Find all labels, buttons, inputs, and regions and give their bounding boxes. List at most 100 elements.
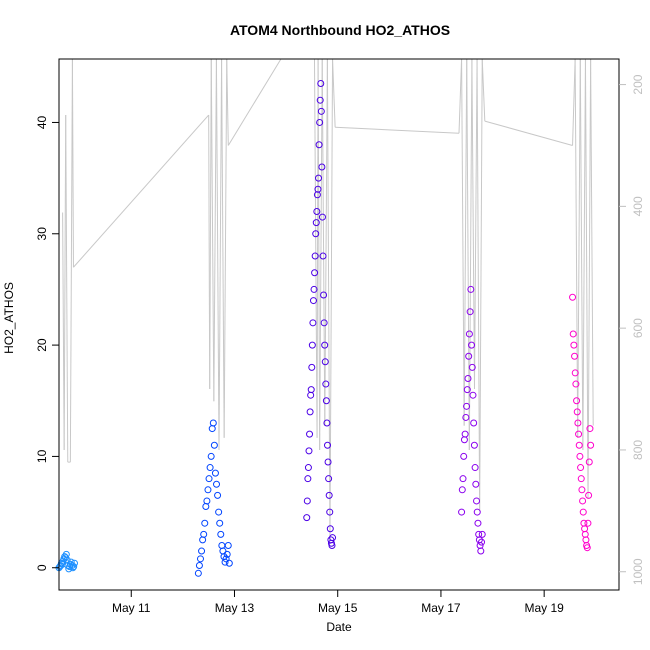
altitude-segment [326, 58, 331, 542]
data-point [316, 118, 324, 126]
data-point [210, 441, 218, 449]
x-axis: May 11 May 13 May 15 May 17 May 19 [112, 590, 564, 615]
data-point [585, 458, 593, 466]
y-axis-title: HO2_ATHOS [2, 282, 16, 354]
y-axis: 0 10 20 30 40 [35, 115, 59, 571]
altitude-segment [213, 58, 217, 402]
series-5 [569, 293, 595, 552]
data-point [213, 480, 221, 488]
data-point [463, 402, 471, 410]
data-point [463, 386, 471, 394]
data-point [309, 297, 317, 305]
data-point [469, 391, 477, 399]
data-point [309, 319, 317, 327]
data-point [312, 219, 320, 227]
data-point [225, 559, 233, 567]
data-point [218, 541, 226, 549]
altitude-segment [458, 58, 463, 134]
data-point [206, 464, 214, 472]
altitude-segment [579, 58, 584, 450]
data-point [321, 341, 329, 349]
data-point [473, 497, 481, 505]
data-point [478, 530, 486, 538]
altitude-segment [484, 120, 573, 146]
altitude-segment [590, 58, 594, 426]
altitude-segment [227, 58, 282, 146]
data-point [313, 208, 321, 216]
data-point [200, 530, 208, 538]
data-point [464, 374, 472, 382]
altitude-segment [73, 114, 210, 268]
data-point [322, 397, 330, 405]
data-point [584, 519, 592, 527]
data-point [204, 486, 212, 494]
data-point [208, 425, 216, 433]
altitude-segment [587, 58, 592, 499]
altitude-segment [210, 58, 215, 402]
data-point [571, 352, 579, 360]
data-point [306, 408, 314, 416]
data-point [69, 564, 77, 572]
data-point [465, 330, 473, 338]
data-point [583, 544, 591, 552]
data-point [207, 452, 215, 460]
data-point [224, 541, 232, 549]
data-point [303, 514, 311, 522]
altitude-segment [313, 58, 318, 438]
y2-tick-label: 1000 [631, 558, 645, 585]
data-point [211, 469, 219, 477]
data-point [312, 230, 320, 238]
data-point [578, 486, 586, 494]
y-tick-label: 40 [35, 115, 49, 129]
data-point [470, 419, 478, 427]
data-point [315, 174, 323, 182]
x-tick-label: May 13 [215, 601, 255, 615]
data-point [310, 285, 318, 293]
data-point [202, 503, 210, 511]
altitude-segment [221, 58, 225, 438]
data-point [306, 430, 314, 438]
chart-title: ATOM4 Northbound HO2_ATHOS [230, 22, 450, 38]
data-point [569, 330, 577, 338]
data-point [223, 550, 231, 558]
data-point [467, 285, 475, 293]
altitude-segment [329, 58, 334, 542]
altitude-segment [582, 58, 586, 450]
data-point [215, 508, 223, 516]
altitude-segment [63, 115, 67, 450]
altitude-segment [476, 58, 481, 511]
altitude-segment [463, 58, 468, 426]
data-point [573, 408, 581, 416]
data-point [62, 554, 70, 562]
data-point [317, 79, 325, 87]
altitude-segment [71, 58, 74, 268]
x-tick-label: May 19 [524, 601, 564, 615]
data-point [581, 525, 589, 533]
y-tick-label: 0 [35, 564, 49, 571]
data-point [571, 369, 579, 377]
data-point [316, 96, 324, 104]
series-3 [303, 79, 337, 549]
data-point [314, 185, 322, 193]
data-point [470, 441, 478, 449]
data-point [468, 341, 476, 349]
data-point [574, 419, 582, 427]
data-point [586, 425, 594, 433]
data-point [576, 452, 584, 460]
data-point [477, 547, 485, 555]
altitude-segment [223, 58, 228, 438]
data-point [315, 141, 323, 149]
data-point [319, 252, 327, 260]
data-point [303, 497, 311, 505]
data-point [458, 486, 466, 494]
altitude-segment [577, 58, 581, 438]
data-point [221, 558, 229, 566]
data-point [307, 386, 315, 394]
y2-tick-label: 600 [631, 318, 645, 338]
altitude-segment [481, 58, 486, 122]
altitude-segment [218, 58, 223, 450]
data-point [478, 538, 486, 546]
data-point [318, 213, 326, 221]
data-point [70, 559, 78, 567]
data-point [471, 464, 479, 472]
